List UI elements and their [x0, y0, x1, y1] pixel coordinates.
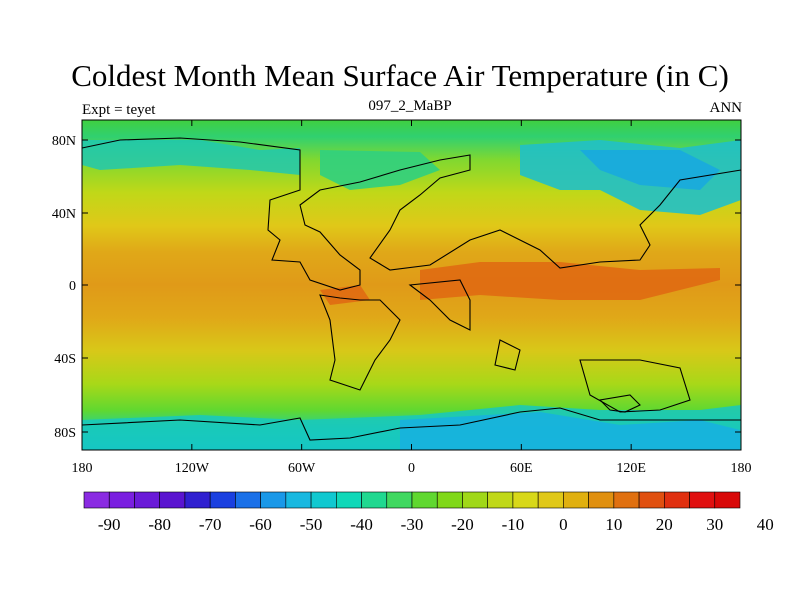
colorbar-swatch [108, 491, 135, 509]
colorbar-swatch [235, 491, 261, 509]
colorbar-label: -20 [451, 515, 474, 534]
colorbar-swatch [159, 491, 186, 509]
period-label: 097_2_MaBP [368, 98, 452, 114]
lat-tick-label: 80N [52, 134, 76, 149]
arctic-cold-patch-west [82, 140, 300, 175]
colorbar-swatch [209, 491, 236, 509]
colorbar-swatch [83, 491, 110, 509]
colorbar-swatch [487, 491, 514, 509]
colorbar-swatch [537, 491, 564, 509]
colorbar-swatch [638, 491, 665, 509]
colorbar-label: 40 [757, 515, 774, 534]
continent-outlines [81, 137, 742, 441]
lat-tick-label: 80S [54, 426, 76, 441]
latitude-axis: 80N 40N 0 40S 80S [52, 134, 741, 441]
colorbar-swatch [664, 491, 690, 509]
tropical-warm-band [420, 262, 720, 300]
lon-tick-label: 180 [731, 461, 752, 476]
lat-tick-label: 40S [54, 352, 76, 367]
season-label: ANN [709, 100, 743, 116]
lon-tick-label: 180 [72, 461, 93, 476]
colorbar-swatch [689, 491, 716, 509]
colorbar-swatch [714, 491, 741, 509]
lat-tick-label: 40N [52, 207, 76, 222]
colorbar-label: 30 [706, 515, 723, 534]
colorbar-label: 0 [559, 515, 568, 534]
arctic-cold-patch-central [320, 150, 440, 190]
colorbar-swatch [184, 491, 211, 509]
colorbar-label: -70 [199, 515, 222, 534]
colorbar-swatch [462, 491, 488, 509]
colorbar-label: -90 [98, 515, 121, 534]
colorbar-swatch [386, 491, 413, 509]
colorbar-label: -80 [148, 515, 171, 534]
lon-tick-label: 60W [288, 461, 316, 476]
colorbar-label: -30 [401, 515, 424, 534]
colorbar-swatch [563, 491, 589, 509]
lon-tick-label: 120E [616, 461, 646, 476]
colorbar-swatch [361, 491, 388, 509]
siberia-coldest-patch [580, 150, 720, 190]
experiment-label: Expt = teyet [82, 102, 156, 118]
colorbar-swatch [134, 491, 160, 509]
colorbar-label: 10 [605, 515, 622, 534]
colorbar-swatch [260, 491, 287, 509]
map-title: Coldest Month Mean Surface Air Temperatu… [71, 58, 729, 93]
antarctic-coldest-patch [400, 412, 740, 450]
colorbar-swatch [285, 491, 312, 509]
colorbar-swatch [588, 491, 615, 509]
lon-tick-label: 120W [175, 461, 210, 476]
colorbar-label: 20 [656, 515, 673, 534]
lon-tick-label: 60E [510, 461, 533, 476]
colorbar-swatch [436, 491, 463, 509]
colorbar-swatch [310, 491, 337, 509]
colorbar-label: -40 [350, 515, 373, 534]
colorbar-label: -50 [300, 515, 323, 534]
colorbar-swatch [512, 491, 539, 509]
longitude-axis: 180 120W 60W 0 60E 120E 180 [72, 120, 752, 476]
colorbar-swatch [613, 491, 640, 509]
colorbar-swatch [336, 491, 362, 509]
colorbar-label: -10 [502, 515, 525, 534]
colorbar: -90-80-70-60-50-40-30-20-1001020304050 [83, 491, 774, 534]
lat-tick-label: 0 [69, 279, 76, 294]
colorbar-swatch [411, 491, 438, 509]
lon-tick-label: 0 [408, 461, 415, 476]
colorbar-label: -60 [249, 515, 272, 534]
